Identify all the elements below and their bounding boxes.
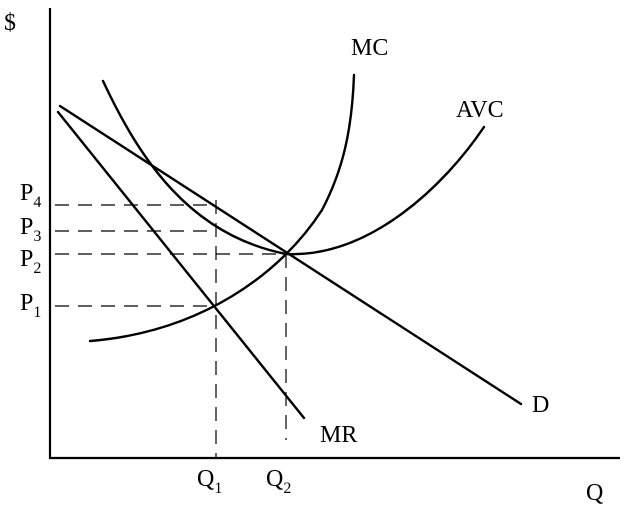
demand-curve xyxy=(58,104,523,406)
y-axis-label: $ xyxy=(4,10,16,36)
mr-curve xyxy=(56,110,306,420)
x-axis-label: Q xyxy=(586,480,603,506)
avc-curve xyxy=(101,79,486,256)
q2-label: Q2 xyxy=(266,466,291,497)
mr-label: MR xyxy=(320,422,357,448)
p4-label: P4 xyxy=(20,180,41,211)
p2-label: P2 xyxy=(20,246,41,277)
mc-curve xyxy=(88,73,356,343)
p3-label: P3 xyxy=(20,214,41,245)
demand-label: D xyxy=(532,392,549,418)
mc-label: MC xyxy=(351,35,388,61)
q1-label: Q1 xyxy=(197,466,222,497)
p1-label: P1 xyxy=(20,290,41,321)
avc-label: AVC xyxy=(456,97,504,123)
